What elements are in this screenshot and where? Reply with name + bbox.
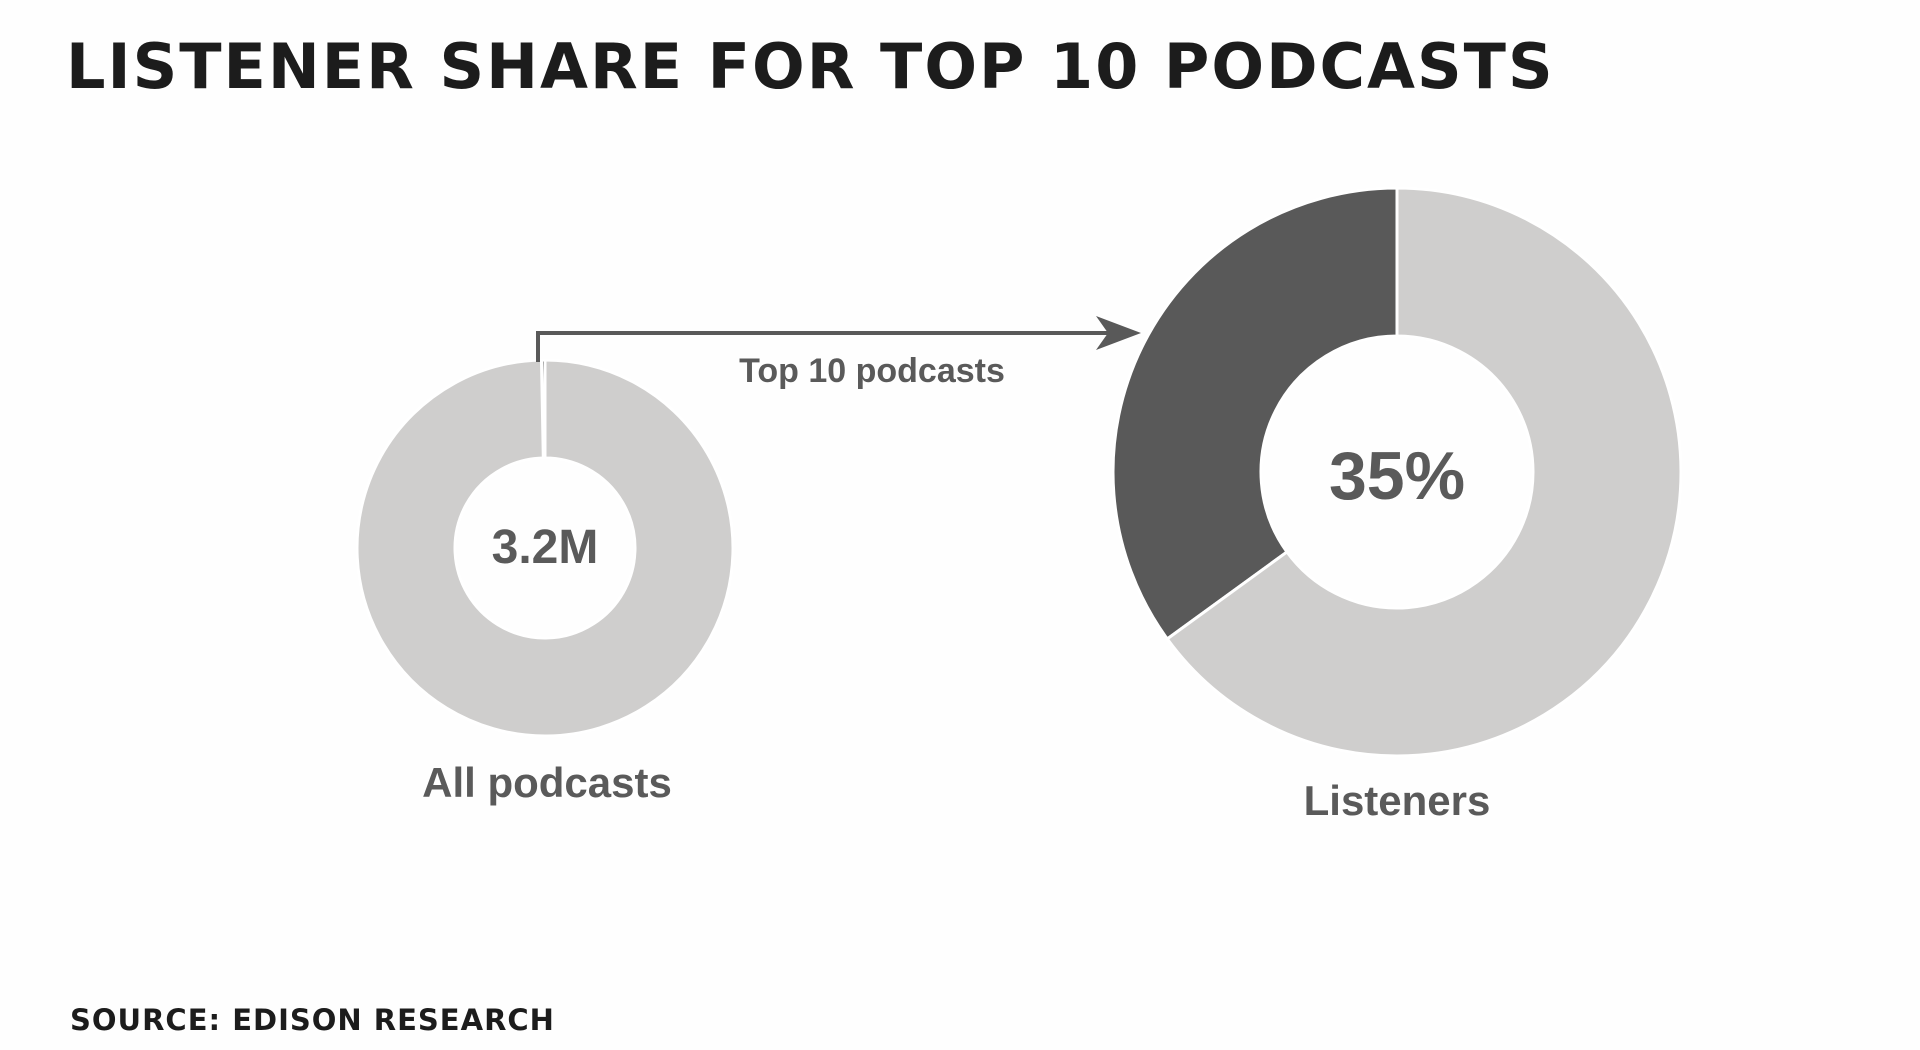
donut-all-podcasts (355, 358, 735, 738)
chart-title: LISTENER SHARE FOR TOP 10 PODCASTS (66, 30, 1555, 103)
donut-slice-top-10-podcasts (1111, 186, 1399, 642)
donut-caption-all: All podcasts (422, 759, 672, 806)
donut-slice-other-podcasts (355, 358, 735, 738)
source-note: SOURCE: EDISON RESEARCH (70, 1003, 555, 1037)
arrowhead-icon (1096, 316, 1141, 350)
connector-arrow (536, 316, 1141, 362)
donut-listeners (1111, 186, 1683, 758)
connector-line (536, 331, 1110, 362)
donut-caption-listeners: Listeners (1304, 777, 1491, 824)
connector-label: Top 10 podcasts (739, 352, 1005, 390)
donut-slice-other-podcasts (1165, 186, 1683, 758)
donut-center-label-listeners: 35% (1329, 438, 1465, 514)
donut-center-label-all: 3.2M (492, 521, 599, 574)
